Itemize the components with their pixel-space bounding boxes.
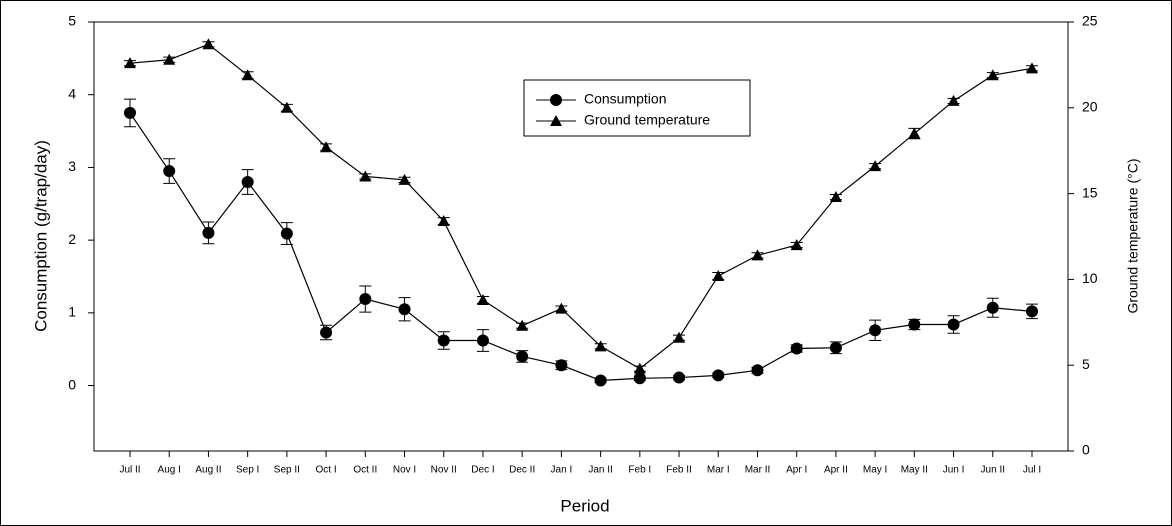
- data-point: [163, 165, 176, 178]
- data-point: [202, 38, 215, 50]
- x-tick-label: Dec II: [509, 465, 535, 476]
- x-tick-label: Jun II: [981, 465, 1005, 476]
- data-point: [516, 350, 529, 363]
- data-point: [712, 369, 725, 382]
- x-tick-label: Jan II: [588, 465, 612, 476]
- x-axis-label: Period: [560, 496, 609, 515]
- data-point: [359, 170, 372, 182]
- x-tick-label: Sep I: [236, 465, 259, 476]
- y-tick-label: 2: [68, 231, 76, 247]
- legend-label: Consumption: [584, 91, 667, 107]
- y2-tick-label: 20: [1082, 99, 1098, 115]
- data-point: [1026, 305, 1038, 318]
- data-point: [594, 340, 607, 352]
- x-tick-label: Mar I: [707, 465, 730, 476]
- x-tick-label: Jan I: [551, 465, 573, 476]
- legend-box: [523, 79, 751, 137]
- data-point: [359, 293, 372, 306]
- x-tick-label: Nov II: [431, 465, 457, 476]
- data-point: [124, 106, 136, 119]
- data-point: [673, 331, 686, 343]
- data-point: [163, 53, 176, 65]
- y2-tick-label: 5: [1082, 356, 1090, 372]
- y2-tick-label: 25: [1082, 13, 1098, 29]
- data-point: [633, 372, 646, 385]
- y-tick-label: 0: [68, 376, 76, 392]
- y2-tick-label: 0: [1082, 442, 1090, 458]
- x-tick-label: Jul II: [119, 465, 140, 476]
- data-point: [712, 269, 725, 281]
- data-point: [555, 359, 568, 372]
- data-point: [241, 175, 254, 188]
- data-point: [1026, 62, 1038, 74]
- legend-marker: [550, 115, 562, 126]
- data-point: [437, 334, 450, 347]
- data-point: [594, 374, 607, 387]
- data-point: [790, 342, 803, 355]
- x-tick-label: Oct II: [353, 465, 377, 476]
- x-tick-label: Aug I: [158, 465, 181, 476]
- data-point: [516, 319, 529, 331]
- x-tick-label: Jun I: [943, 465, 965, 476]
- data-point: [398, 303, 411, 316]
- data-point: [280, 227, 293, 240]
- y2-tick-label: 15: [1082, 184, 1098, 200]
- data-point: [320, 141, 333, 153]
- data-point: [476, 293, 489, 305]
- data-point: [241, 69, 254, 81]
- x-tick-label: Dec I: [471, 465, 494, 476]
- data-point: [829, 191, 842, 203]
- data-point: [280, 101, 293, 113]
- y-tick-label: 4: [68, 85, 76, 101]
- x-tick-label: Feb II: [666, 465, 692, 476]
- plot-area: [93, 21, 1069, 452]
- x-tick-label: Oct I: [316, 465, 337, 476]
- x-tick-label: Nov I: [393, 465, 416, 476]
- legend-marker: [550, 94, 562, 106]
- y-tick-label: 1: [68, 304, 76, 320]
- data-point: [398, 173, 411, 185]
- data-point: [947, 318, 960, 331]
- x-tick-label: Aug II: [195, 465, 221, 476]
- x-tick-label: Apr I: [786, 465, 807, 476]
- data-point: [633, 362, 646, 374]
- data-point: [869, 324, 882, 337]
- data-point: [437, 215, 450, 227]
- data-point: [908, 127, 921, 139]
- data-point: [790, 239, 803, 251]
- series-line: [129, 43, 1033, 370]
- data-point: [829, 341, 842, 354]
- data-point: [908, 318, 921, 331]
- data-point: [869, 160, 882, 172]
- data-point: [202, 226, 215, 239]
- x-tick-label: Apr II: [824, 465, 848, 476]
- data-point: [986, 69, 999, 81]
- y-tick-label: 3: [68, 158, 76, 174]
- legend-label: Ground temperature: [584, 112, 710, 128]
- data-point: [124, 57, 136, 69]
- x-tick-label: Jul I: [1023, 465, 1041, 476]
- data-point: [476, 334, 489, 347]
- data-point: [947, 94, 960, 106]
- data-point: [751, 364, 764, 377]
- data-point: [555, 302, 568, 314]
- x-tick-label: May II: [901, 465, 928, 476]
- data-point: [320, 326, 333, 339]
- y2-tick-label: 10: [1082, 270, 1098, 286]
- x-tick-label: Sep II: [274, 465, 300, 476]
- x-tick-label: May I: [863, 465, 887, 476]
- series-line: [129, 112, 1033, 382]
- y-tick-label: 5: [68, 13, 76, 29]
- data-point: [986, 301, 999, 314]
- x-tick-label: Feb I: [628, 465, 651, 476]
- y-axis-label: Consumption (g/trap/day): [31, 140, 50, 332]
- data-point: [673, 371, 686, 384]
- x-tick-label: Mar II: [745, 465, 771, 476]
- y2-axis-label: Ground temperature (°C): [1125, 159, 1141, 314]
- data-point: [751, 249, 764, 261]
